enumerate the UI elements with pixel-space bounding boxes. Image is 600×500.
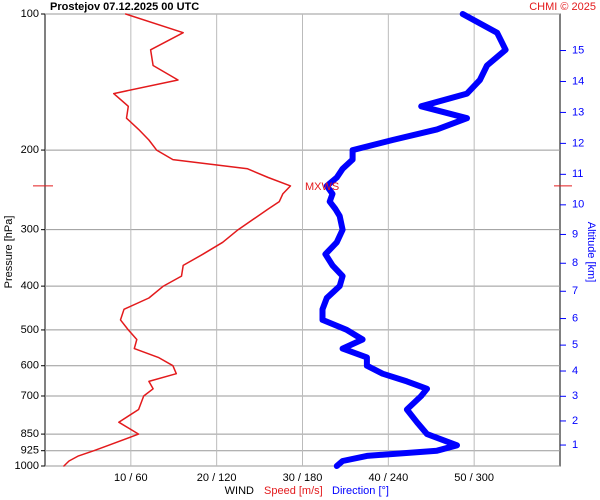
y2-tick-label: 9 <box>572 228 578 240</box>
y2-tick-label: 8 <box>572 257 578 269</box>
credit: CHMI © 2025 <box>529 1 596 13</box>
x-axis-label: WIND <box>225 485 254 497</box>
y2-tick-label: 11 <box>572 168 583 180</box>
y-tick-label: 600 <box>21 360 39 372</box>
series-line <box>63 13 292 467</box>
y-tick-label: 400 <box>21 280 39 292</box>
x-tick-label: 50 / 300 <box>454 472 494 484</box>
y2-tick-label: 4 <box>572 365 578 377</box>
y2-tick-label: 15 <box>572 44 584 56</box>
legend-direction: Direction [°] <box>332 485 389 497</box>
y-tick-label: 1000 <box>15 460 39 472</box>
mxws-label: MXWS <box>305 181 339 193</box>
y-tick-label: 300 <box>21 224 39 236</box>
y2-tick-label: 14 <box>572 75 584 87</box>
x-tick-label: 20 / 120 <box>197 472 237 484</box>
y-tick-label: 100 <box>21 8 39 20</box>
y-tick-label: 500 <box>21 324 39 336</box>
legend-speed: Speed [m/s] <box>264 485 323 497</box>
y-tick-label: 700 <box>21 390 39 402</box>
y2-tick-label: 12 <box>572 137 584 149</box>
y2-tick-label: 7 <box>572 285 578 297</box>
y-tick-label: 200 <box>21 144 39 156</box>
y-tick-label: 925 <box>21 445 39 457</box>
y2-tick-label: 6 <box>572 312 578 324</box>
y2-tick-label: 5 <box>572 339 578 351</box>
y2-tick-label: 10 <box>572 199 584 211</box>
y2-tick-label: 3 <box>572 390 578 402</box>
y-tick-label: 850 <box>21 428 39 440</box>
series-line <box>319 11 509 469</box>
chart-title: Prostejov 07.12.2025 00 UTC <box>50 1 199 13</box>
y2-tick-label: 2 <box>572 415 578 427</box>
x-tick-label: 40 / 240 <box>368 472 408 484</box>
x-tick-label: 10 / 60 <box>114 472 148 484</box>
y2-axis-label: Altitude [km] <box>585 222 597 283</box>
y2-tick-label: 13 <box>572 106 584 118</box>
x-tick-label: 30 / 180 <box>283 472 323 484</box>
y2-tick-label: 1 <box>572 439 578 451</box>
y-axis-label: Pressure [hPa] <box>3 216 15 289</box>
